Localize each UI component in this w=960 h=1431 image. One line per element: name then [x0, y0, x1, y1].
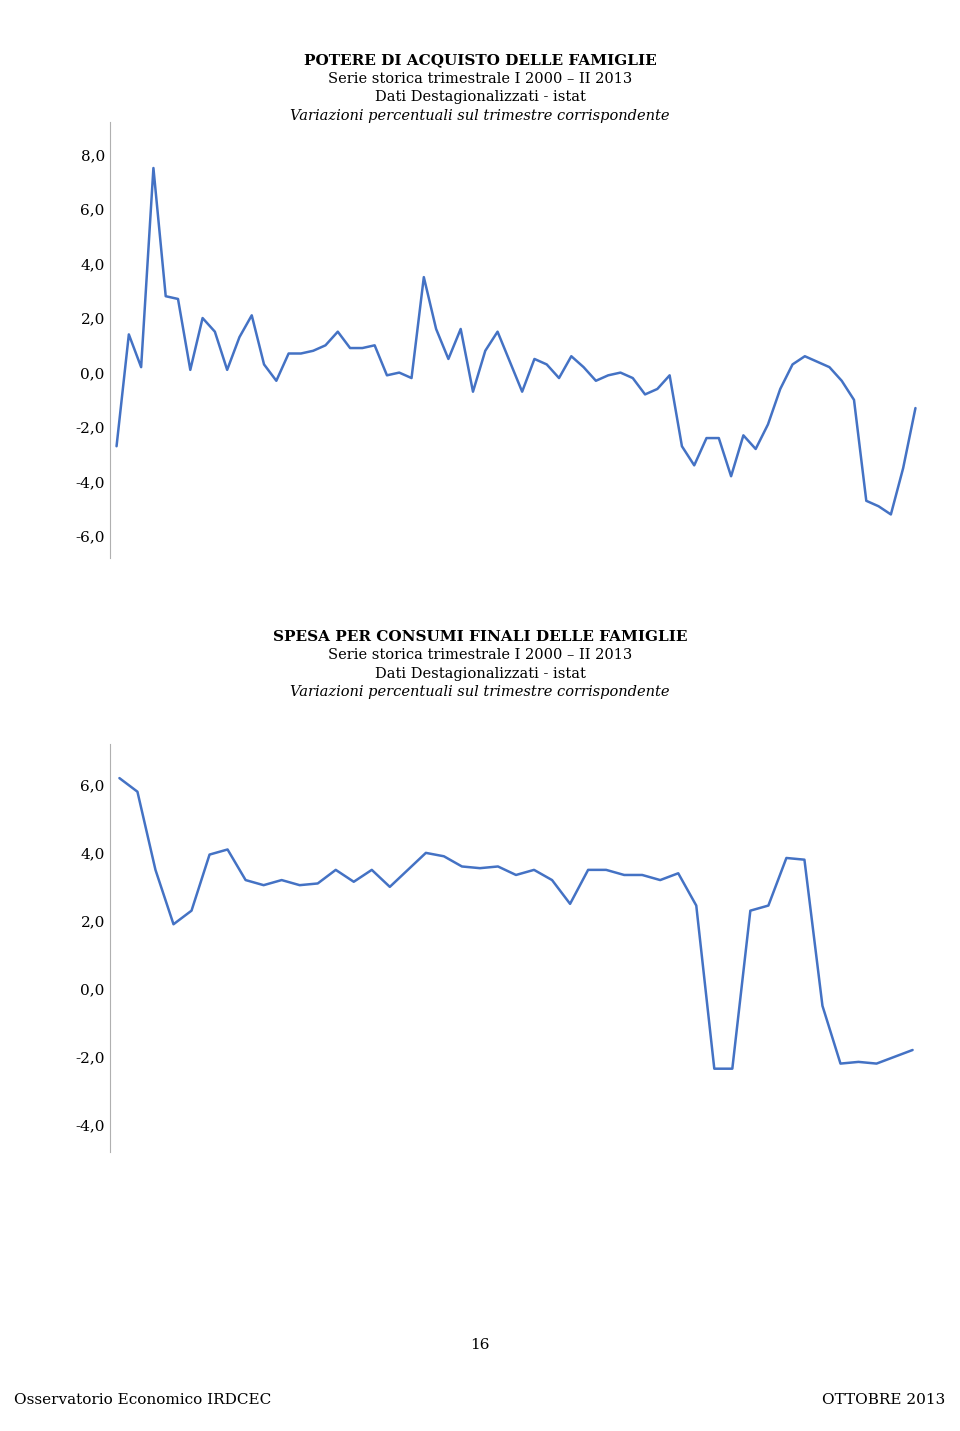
Text: Serie storica trimestrale I 2000 – II 2013: Serie storica trimestrale I 2000 – II 20…	[328, 648, 632, 663]
Text: SPESA PER CONSUMI FINALI DELLE FAMIGLIE: SPESA PER CONSUMI FINALI DELLE FAMIGLIE	[273, 630, 687, 644]
Text: Serie storica trimestrale I 2000 – II 2013: Serie storica trimestrale I 2000 – II 20…	[328, 72, 632, 86]
Text: Dati Destagionalizzati - istat: Dati Destagionalizzati - istat	[374, 667, 586, 681]
Text: OTTOBRE 2013: OTTOBRE 2013	[823, 1394, 946, 1407]
Text: Osservatorio Economico IRDCEC: Osservatorio Economico IRDCEC	[14, 1394, 272, 1407]
Text: Dati Destagionalizzati - istat: Dati Destagionalizzati - istat	[374, 90, 586, 104]
Text: 16: 16	[470, 1338, 490, 1352]
Text: Variazioni percentuali sul trimestre corrispondente: Variazioni percentuali sul trimestre cor…	[290, 109, 670, 123]
Text: POTERE DI ACQUISTO DELLE FAMIGLIE: POTERE DI ACQUISTO DELLE FAMIGLIE	[303, 53, 657, 67]
Text: Variazioni percentuali sul trimestre corrispondente: Variazioni percentuali sul trimestre cor…	[290, 685, 670, 700]
